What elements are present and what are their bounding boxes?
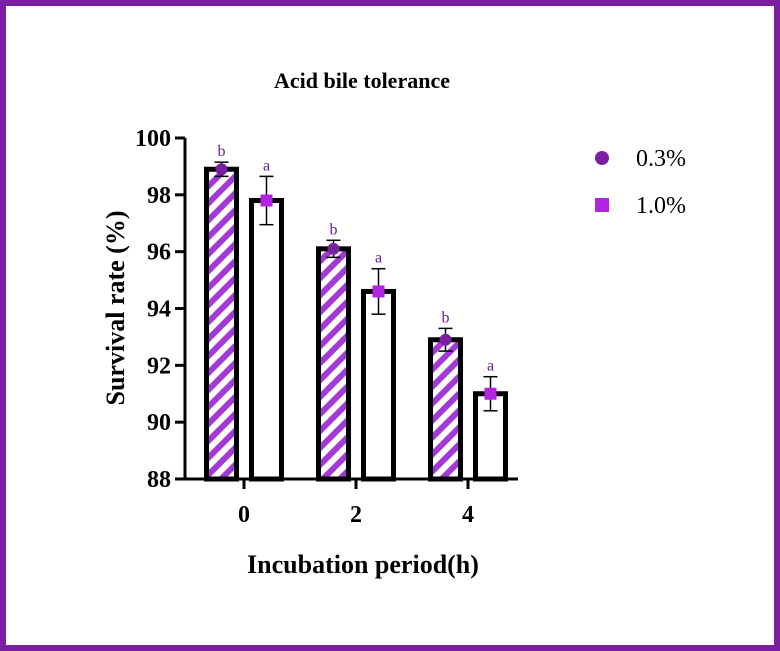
y-tick-label-98: 98	[147, 183, 171, 209]
bar-group-1.0%-4: a	[473, 358, 508, 482]
y-axis-ticks: 88 90 92 94 96 98 100	[135, 126, 185, 493]
x-tick-label-0: 0	[238, 502, 250, 528]
y-tick-label-94: 94	[147, 297, 171, 323]
bar-0.3%-0	[204, 166, 239, 482]
sig-label-1.0%-2: a	[375, 250, 382, 267]
point-0.3%-2	[327, 242, 340, 255]
bar-0.3%-2	[316, 246, 351, 482]
point-0.3%-4	[439, 333, 452, 346]
point-1.0%-2	[372, 285, 385, 298]
y-tick-label-96: 96	[147, 240, 171, 266]
bar-1.0%-0	[249, 198, 284, 482]
x-axis-label: Incubation period(h)	[247, 550, 479, 579]
point-0.3%-0	[215, 163, 228, 176]
legend-item-0.3: 0.3%	[595, 146, 686, 172]
point-1.0%-0	[260, 194, 273, 207]
sig-label-0.3%-0: b	[218, 143, 226, 160]
y-tick-label-92: 92	[147, 353, 171, 379]
y-tick-label-100: 100	[135, 126, 171, 152]
legend: 0.3% 1.0%	[595, 146, 686, 219]
legend-label-1.0: 1.0%	[636, 193, 686, 219]
bar-0.3%-4	[428, 337, 463, 482]
y-tick-label-90: 90	[147, 410, 171, 436]
bar-group-0.3%-4: b	[428, 309, 463, 482]
sig-label-0.3%-2: b	[330, 221, 338, 238]
legend-circle-marker	[595, 151, 609, 165]
bar-group-0.3%-2: b	[316, 221, 351, 482]
bar-group-1.0%-0: a	[249, 157, 284, 482]
y-axis-label: Survival rate (%)	[101, 211, 130, 406]
y-tick-label-88: 88	[147, 467, 171, 493]
sig-label-1.0%-0: a	[263, 157, 270, 174]
point-1.0%-4	[484, 387, 497, 400]
sig-label-0.3%-4: b	[442, 309, 450, 326]
bar-group-1.0%-2: a	[361, 250, 396, 482]
bar-group-0.3%-0: b	[204, 143, 239, 482]
legend-item-1.0: 1.0%	[595, 193, 686, 219]
legend-square-marker	[595, 198, 609, 212]
chart-title: Acid bile tolerance	[274, 68, 450, 93]
bar-1.0%-2	[361, 288, 396, 482]
bars-group: b a b a b a	[204, 143, 508, 482]
x-tick-label-2: 2	[350, 502, 362, 528]
sig-label-1.0%-4: a	[487, 358, 494, 375]
x-tick-label-4: 4	[462, 502, 474, 528]
x-axis-ticks: 0 2 4	[238, 479, 474, 528]
legend-label-0.3: 0.3%	[636, 146, 686, 172]
